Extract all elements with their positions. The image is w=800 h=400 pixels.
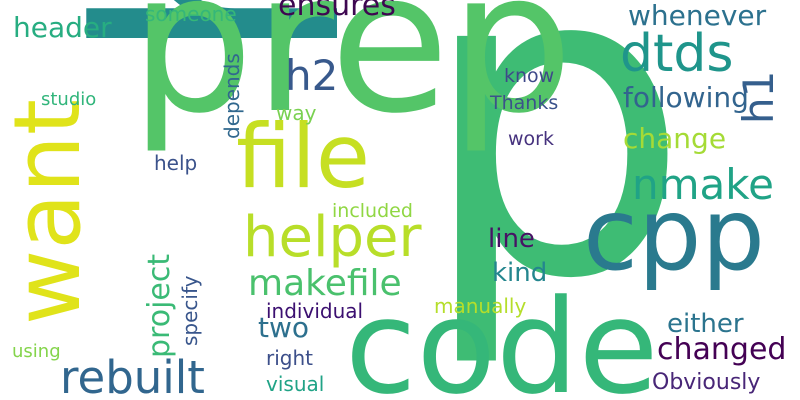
word-p: p: [418, 0, 691, 373]
word-prep: prep: [130, 0, 574, 156]
word-project: project: [142, 253, 177, 358]
word-individual: individual: [266, 299, 364, 323]
word-rebuilt: rebuilt: [60, 351, 205, 400]
word-header: header: [13, 11, 112, 44]
word-depends: depends: [220, 53, 244, 139]
word-two: two: [258, 311, 310, 344]
word-following: following: [623, 81, 749, 114]
word-thanks: Thanks: [490, 92, 559, 114]
word-obviously: Obviously: [652, 370, 761, 395]
word-cpp: cpp: [583, 176, 765, 293]
word-code: code: [345, 271, 659, 400]
word-help: help: [154, 151, 198, 175]
word-nmake: nmake: [632, 160, 774, 209]
word-someone: someone: [145, 2, 237, 26]
word-specify: specify: [178, 275, 202, 347]
word-dtds: dtds: [620, 24, 734, 84]
word-h2: h2: [285, 51, 339, 100]
word-whenever: whenever: [628, 0, 767, 32]
word-manually: manually: [434, 294, 527, 318]
word-work: work: [508, 128, 554, 150]
word-makefile: makefile: [248, 263, 402, 304]
word-studio: studio: [41, 89, 97, 110]
word-using: using: [12, 341, 61, 362]
word-ensures: ensures: [278, 0, 396, 23]
word-changed: changed: [657, 332, 787, 367]
word-included: included: [332, 200, 413, 222]
word-file: file: [236, 105, 371, 208]
word-way: way: [276, 101, 317, 125]
word-either: either: [667, 309, 744, 339]
word-helper: helper: [243, 205, 422, 270]
word-right: right: [266, 346, 313, 370]
word-kind: kind: [492, 258, 548, 288]
word-know: know: [504, 65, 555, 87]
word-want: want: [0, 98, 101, 325]
word-change: change: [623, 122, 727, 155]
word-line: line: [488, 224, 535, 254]
word-visual: visual: [266, 372, 325, 396]
